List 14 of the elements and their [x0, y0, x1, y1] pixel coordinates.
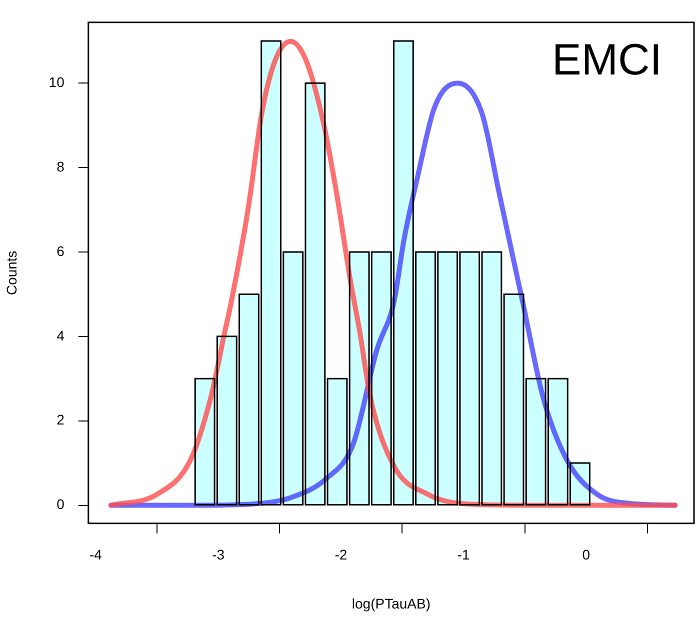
y-tick-label: 6 — [56, 242, 65, 259]
annotation: EMCI — [552, 36, 662, 85]
x-tick-label: -2 — [334, 546, 348, 563]
y-tick-label: 0 — [56, 496, 65, 512]
x-tick-label: -4 — [90, 546, 102, 563]
x-tick-label: -1 — [457, 546, 470, 563]
y-tick-label: 4 — [56, 327, 65, 344]
y-axis-title: Counts — [3, 250, 20, 296]
x-tick-label: -3 — [212, 546, 225, 563]
y-tick-label: 2 — [56, 412, 65, 428]
y-tick-label: 8 — [56, 158, 65, 174]
y-tick-label: 10 — [48, 74, 65, 90]
x-tick-label: 0 — [582, 546, 590, 563]
x-axis-title: log(PTauAB) — [352, 595, 430, 612]
